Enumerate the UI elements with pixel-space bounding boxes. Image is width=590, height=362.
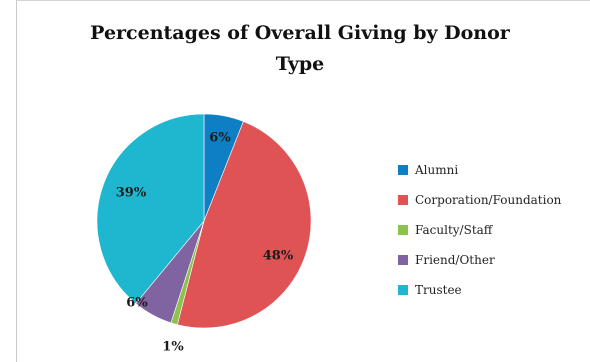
legend-label: Alumni bbox=[415, 163, 459, 177]
legend-swatch bbox=[398, 165, 408, 175]
legend-swatch bbox=[398, 195, 408, 205]
legend-label: Trustee bbox=[415, 283, 462, 297]
data-label-alumni: 6% bbox=[209, 131, 231, 146]
pie-slice-trustee bbox=[96, 113, 205, 304]
legend-label: Faculty/Staff bbox=[415, 223, 493, 237]
legend-item-corporation-foundation: Corporation/Foundation bbox=[398, 185, 588, 215]
legend-label: Corporation/Foundation bbox=[415, 193, 562, 207]
legend-item-trustee: Trustee bbox=[398, 275, 588, 305]
data-label-trustee: 39% bbox=[116, 186, 147, 201]
chart-title: Percentages of Overall Giving by Donor T… bbox=[30, 18, 570, 80]
legend-item-friend-other: Friend/Other bbox=[398, 245, 588, 275]
pie-slice-corporation-foundation bbox=[177, 121, 312, 329]
legend-label: Friend/Other bbox=[415, 253, 495, 267]
data-label-faculty-staff: 1% bbox=[162, 340, 184, 355]
legend-item-alumni: Alumni bbox=[398, 155, 588, 185]
legend-item-faculty-staff: Faculty/Staff bbox=[398, 215, 588, 245]
legend-swatch bbox=[398, 225, 408, 235]
chart-legend: Alumni Corporation/Foundation Faculty/Staf… bbox=[398, 155, 588, 305]
data-label-corporation-foundation: 48% bbox=[263, 249, 294, 264]
legend-swatch bbox=[398, 285, 408, 295]
legend-swatch bbox=[398, 255, 408, 265]
chart-title-line-2: Type bbox=[275, 53, 325, 75]
data-label-friend-other: 6% bbox=[126, 296, 148, 311]
chart-title-line-1: Percentages of Overall Giving by Donor bbox=[90, 22, 510, 44]
